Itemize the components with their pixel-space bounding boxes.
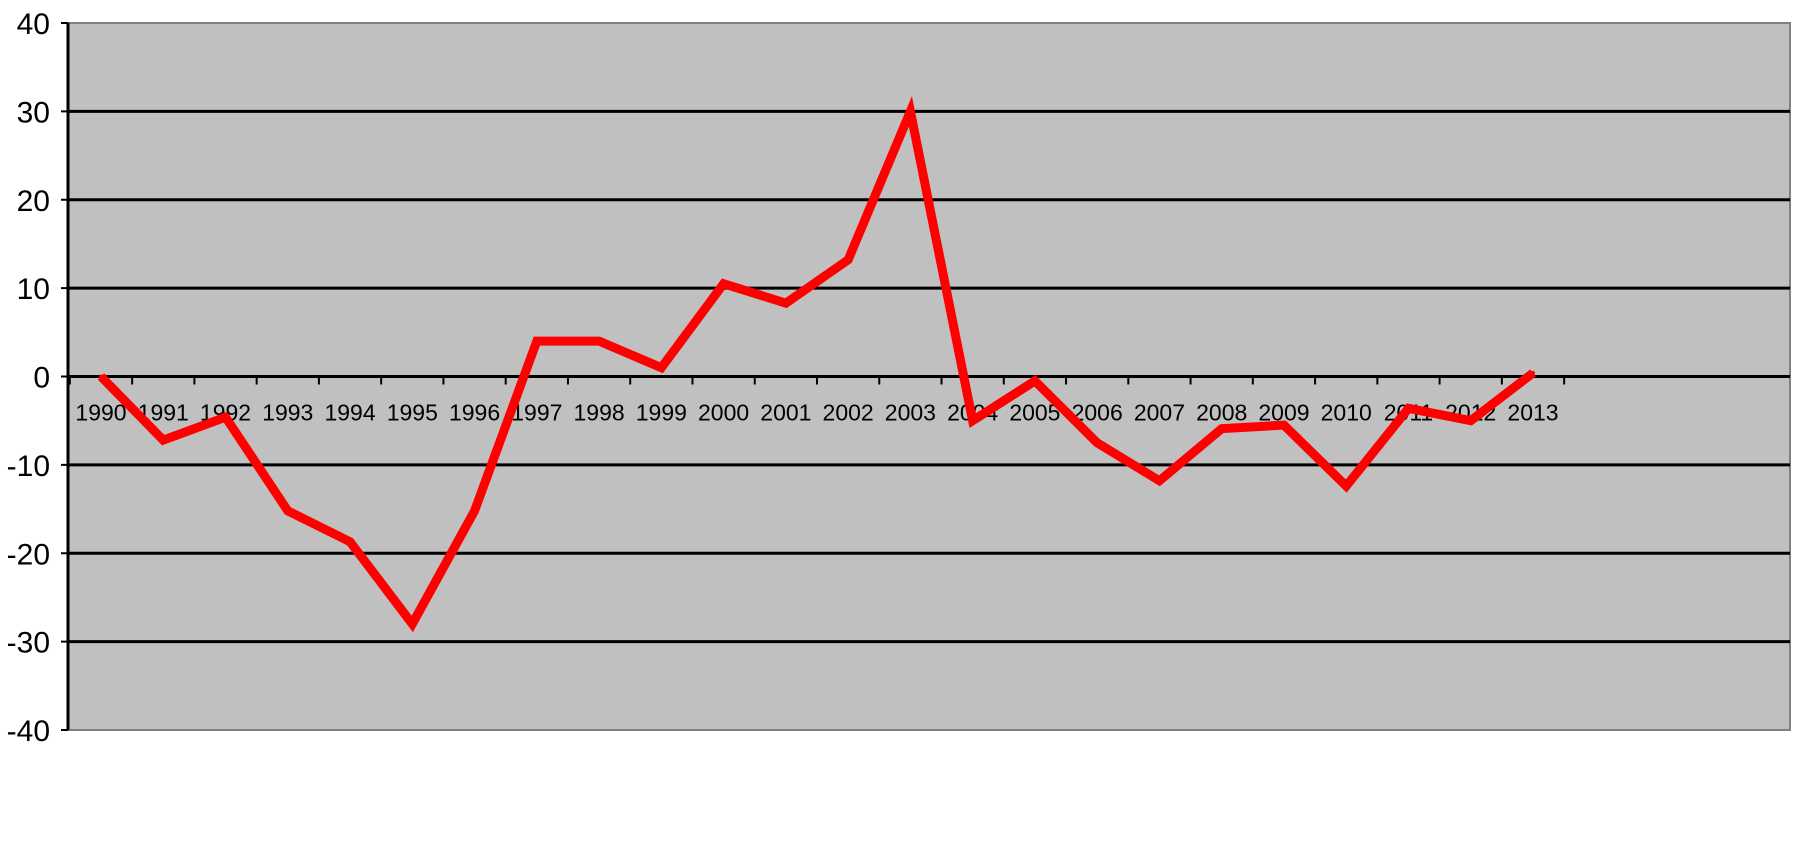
data-point xyxy=(1406,406,1411,411)
data-point xyxy=(1157,478,1162,483)
x-tick-label: 1993 xyxy=(262,400,313,426)
x-tick-label: 2007 xyxy=(1134,400,1185,426)
y-tick-label: 30 xyxy=(17,96,50,129)
data-point xyxy=(285,508,290,513)
x-tick-label: 1998 xyxy=(574,400,625,426)
y-tick-label: -20 xyxy=(7,538,50,571)
y-tick-label: 40 xyxy=(17,8,50,41)
data-point xyxy=(348,539,353,544)
x-axis-tick-labels: 1990 1991 1992 1993 1994 1995 1996 1997 1998 1999… xyxy=(75,400,1558,426)
data-point xyxy=(1032,378,1037,383)
data-point xyxy=(1531,370,1535,375)
x-tick-label: 1995 xyxy=(387,400,438,426)
data-point xyxy=(659,365,664,370)
series-group xyxy=(97,96,1536,633)
y-tick-label: 10 xyxy=(17,273,50,306)
data-point xyxy=(970,418,975,423)
y-tick-label: -30 xyxy=(7,627,50,660)
x-tick-label: 2003 xyxy=(885,400,936,426)
data-point xyxy=(908,109,913,114)
data-point xyxy=(161,438,166,443)
x-tick-label: 2000 xyxy=(698,400,749,426)
data-point xyxy=(472,508,477,513)
axes xyxy=(61,22,1790,731)
series-line xyxy=(97,96,1536,633)
data-point xyxy=(597,339,602,344)
data-point xyxy=(534,339,539,344)
y-tick-label: -10 xyxy=(7,450,50,483)
x-tick-label: 2002 xyxy=(823,400,874,426)
y-tick-label: 0 xyxy=(33,362,50,395)
data-point xyxy=(1219,426,1224,431)
data-point xyxy=(1344,484,1349,489)
x-tick-label: 1999 xyxy=(636,400,687,426)
data-point xyxy=(99,374,103,379)
data-point xyxy=(846,257,851,262)
data-point xyxy=(410,621,415,626)
x-tick-label: 2008 xyxy=(1196,400,1247,426)
x-tick-label: 1990 xyxy=(75,400,126,426)
data-point xyxy=(1095,440,1100,445)
data-point xyxy=(223,415,228,420)
x-tick-label: 1994 xyxy=(324,400,375,426)
data-point xyxy=(721,281,726,286)
x-tick-label: 2013 xyxy=(1507,400,1558,426)
gridlines xyxy=(68,109,1790,644)
x-tick-label: 2010 xyxy=(1321,400,1372,426)
y-axis-tick-labels: 40 30 20 10 0 -10 -20 -30 -40 xyxy=(7,8,50,748)
x-tick-label: 2001 xyxy=(760,400,811,426)
x-tick-label: 1997 xyxy=(511,400,562,426)
data-point xyxy=(1468,418,1473,423)
data-point xyxy=(1281,423,1286,428)
x-tick-label: 1996 xyxy=(449,400,500,426)
y-tick-label: 20 xyxy=(17,185,50,218)
y-tick-label: -40 xyxy=(7,715,50,748)
data-point xyxy=(783,301,788,306)
